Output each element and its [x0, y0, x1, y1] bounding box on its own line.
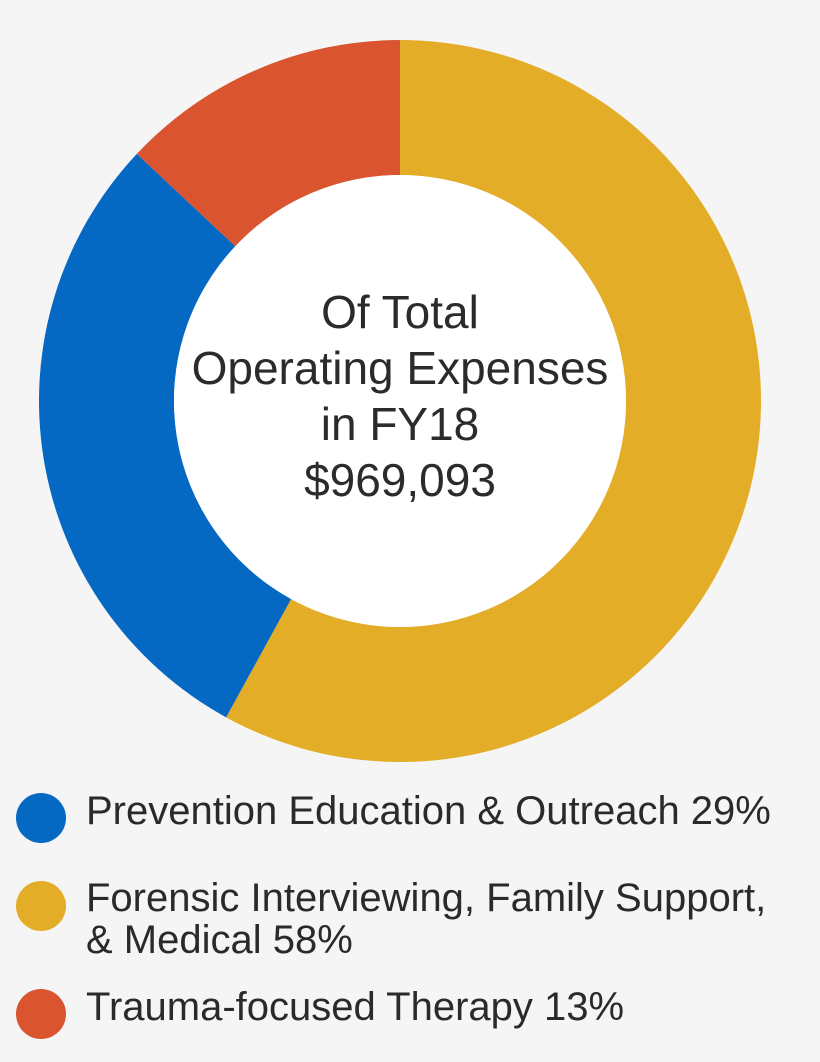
center-line-1: Of Total [321, 286, 479, 338]
donut-slice-0 [226, 40, 761, 762]
legend-swatch-trauma [16, 989, 66, 1039]
center-line-3: in FY18 [320, 398, 480, 450]
legend-swatch-prevention [16, 793, 66, 843]
legend-label-forensic: Forensic Interviewing, Family Support, &… [86, 876, 767, 962]
donut-chart: Of Total Operating Expenses in FY18 $969… [38, 40, 761, 762]
legend-item-prevention: Prevention Education & Outreach 29% [16, 789, 816, 849]
donut-slice-1 [38, 153, 292, 718]
center-total: $969,093 [304, 454, 496, 506]
legend-label-trauma: Trauma-focused Therapy 13% [86, 985, 625, 1029]
legend-swatch-forensic [16, 881, 66, 931]
legend-item-trauma: Trauma-focused Therapy 13% [16, 985, 816, 1045]
legend-item-forensic: Forensic Interviewing, Family Support, &… [16, 877, 816, 967]
donut-hole [174, 175, 626, 627]
donut-svg [38, 40, 761, 762]
center-label: Of Total Operating Expenses in FY18 $969… [160, 284, 640, 508]
center-line-2: Operating Expenses [191, 342, 609, 394]
donut-slice-2 [136, 40, 400, 247]
legend-label-prevention: Prevention Education & Outreach 29% [86, 789, 771, 833]
